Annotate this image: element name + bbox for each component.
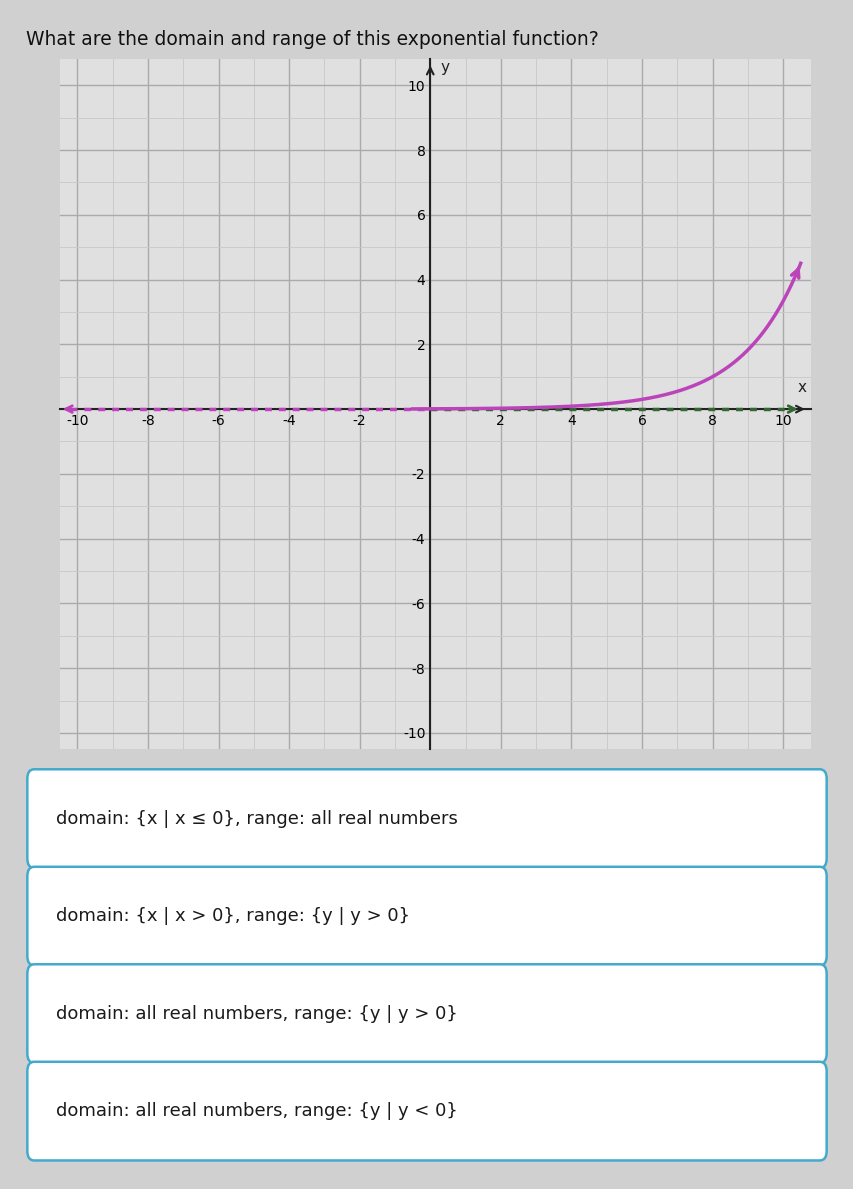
- Text: domain: {x | x ≤ 0}, range: all real numbers: domain: {x | x ≤ 0}, range: all real num…: [55, 810, 457, 828]
- Text: domain: {x | x > 0}, range: {y | y > 0}: domain: {x | x > 0}, range: {y | y > 0}: [55, 907, 409, 925]
- Text: x: x: [797, 379, 806, 395]
- Text: domain: all real numbers, range: {y | y > 0}: domain: all real numbers, range: {y | y …: [55, 1005, 456, 1023]
- Text: domain: all real numbers, range: {y | y < 0}: domain: all real numbers, range: {y | y …: [55, 1102, 456, 1120]
- Text: What are the domain and range of this exponential function?: What are the domain and range of this ex…: [26, 30, 598, 49]
- Text: y: y: [440, 59, 450, 75]
